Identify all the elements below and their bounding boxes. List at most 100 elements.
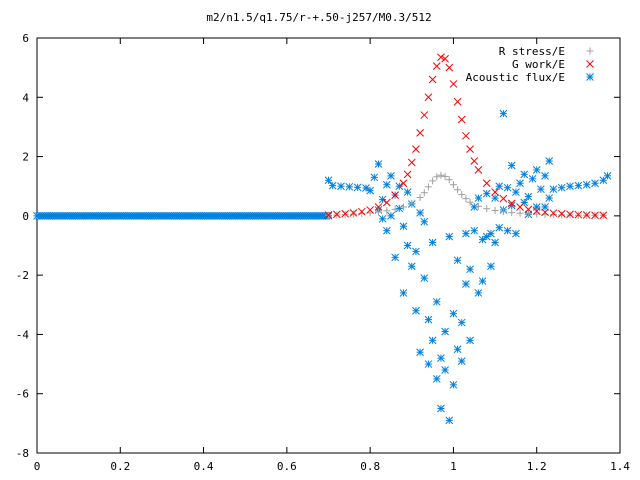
marker-stroke — [449, 380, 458, 389]
marker-stroke — [407, 158, 416, 167]
data-point — [532, 207, 541, 215]
chart-title: m2/n1.5/q1.75/r-+.50-j257/M0.3/512 — [206, 11, 431, 24]
marker-stroke — [374, 203, 383, 211]
data-point — [441, 327, 449, 336]
marker-stroke — [503, 226, 512, 235]
data-point — [387, 171, 395, 180]
marker-stroke — [457, 115, 466, 124]
marker-stroke — [516, 203, 524, 211]
series-1 — [324, 53, 608, 220]
marker-stroke — [432, 297, 441, 306]
marker-stroke — [407, 262, 416, 271]
marker-stroke — [532, 166, 541, 174]
marker-stroke — [507, 201, 516, 210]
y-tick-label: 4 — [22, 91, 29, 104]
marker-stroke — [366, 186, 374, 195]
data-point — [516, 203, 524, 211]
data-point — [582, 211, 591, 219]
data-point — [383, 207, 391, 215]
data-point — [470, 203, 479, 211]
data-point — [545, 157, 554, 165]
data-point — [537, 185, 545, 194]
marker-stroke — [466, 145, 474, 154]
marker-stroke — [466, 265, 474, 274]
data-point — [403, 188, 412, 196]
data-point — [399, 203, 407, 211]
marker-stroke — [482, 232, 491, 241]
marker-stroke — [345, 182, 354, 191]
data-point — [437, 354, 445, 362]
data-point — [424, 93, 433, 102]
data-point — [474, 202, 482, 210]
marker-stroke — [395, 182, 404, 191]
data-point — [474, 194, 483, 202]
marker-stroke — [478, 235, 487, 244]
x-tick-label: 1.2 — [527, 460, 547, 473]
data-point — [445, 232, 454, 241]
data-point — [366, 206, 374, 214]
data-point — [428, 238, 437, 247]
data-point — [491, 207, 499, 215]
data-point — [382, 198, 391, 207]
series-0 — [325, 171, 607, 219]
data-point — [362, 184, 370, 192]
data-point — [399, 222, 408, 231]
marker-stroke — [353, 183, 362, 192]
marker-stroke — [449, 309, 458, 318]
data-point — [457, 357, 466, 365]
marker-stroke — [432, 62, 441, 71]
data-point — [491, 194, 499, 202]
data-point — [453, 256, 462, 265]
marker-stroke — [399, 179, 408, 188]
data-point — [391, 191, 399, 199]
marker-stroke — [566, 210, 574, 219]
data-point — [424, 183, 432, 191]
marker-stroke — [399, 222, 408, 231]
marker-stroke — [441, 327, 449, 336]
marker-stroke — [528, 174, 537, 183]
marker-stroke — [586, 73, 594, 81]
marker-stroke — [478, 277, 487, 285]
marker-stroke — [441, 366, 449, 374]
y-tick-label: 2 — [22, 151, 29, 164]
marker-stroke — [437, 404, 445, 413]
marker-stroke — [453, 97, 462, 106]
data-point — [432, 62, 441, 71]
data-point — [603, 171, 612, 180]
marker-stroke — [541, 208, 549, 217]
data-point — [528, 174, 537, 183]
data-point — [353, 183, 362, 192]
data-point — [466, 198, 474, 206]
data-point — [357, 207, 366, 216]
y-tick-label: -2 — [16, 269, 29, 282]
data-point — [341, 211, 349, 219]
marker-stroke — [416, 129, 424, 137]
y-tick-label: 0 — [22, 210, 29, 223]
marker-stroke — [416, 348, 424, 357]
marker-stroke — [428, 238, 437, 247]
data-point — [487, 262, 495, 271]
marker-stroke — [412, 145, 420, 154]
data-point — [512, 229, 520, 238]
marker-stroke — [382, 180, 391, 189]
data-point — [420, 111, 429, 119]
data-point — [557, 183, 566, 192]
plot-frame — [36, 37, 621, 454]
data-point — [449, 80, 458, 88]
marker-stroke — [582, 211, 591, 219]
marker-stroke — [503, 183, 512, 192]
data-point — [345, 182, 354, 191]
series-2 — [33, 109, 612, 425]
marker-stroke — [512, 229, 520, 238]
data-point — [557, 209, 566, 218]
y-tick-label: -8 — [16, 447, 29, 460]
data-point — [574, 210, 583, 219]
data-point — [408, 199, 416, 207]
data-point — [445, 416, 454, 425]
data-point — [424, 315, 433, 324]
marker-stroke — [412, 247, 420, 256]
data-point — [324, 211, 333, 219]
data-point — [428, 75, 437, 84]
data-point — [466, 145, 474, 154]
marker-stroke — [424, 315, 433, 324]
